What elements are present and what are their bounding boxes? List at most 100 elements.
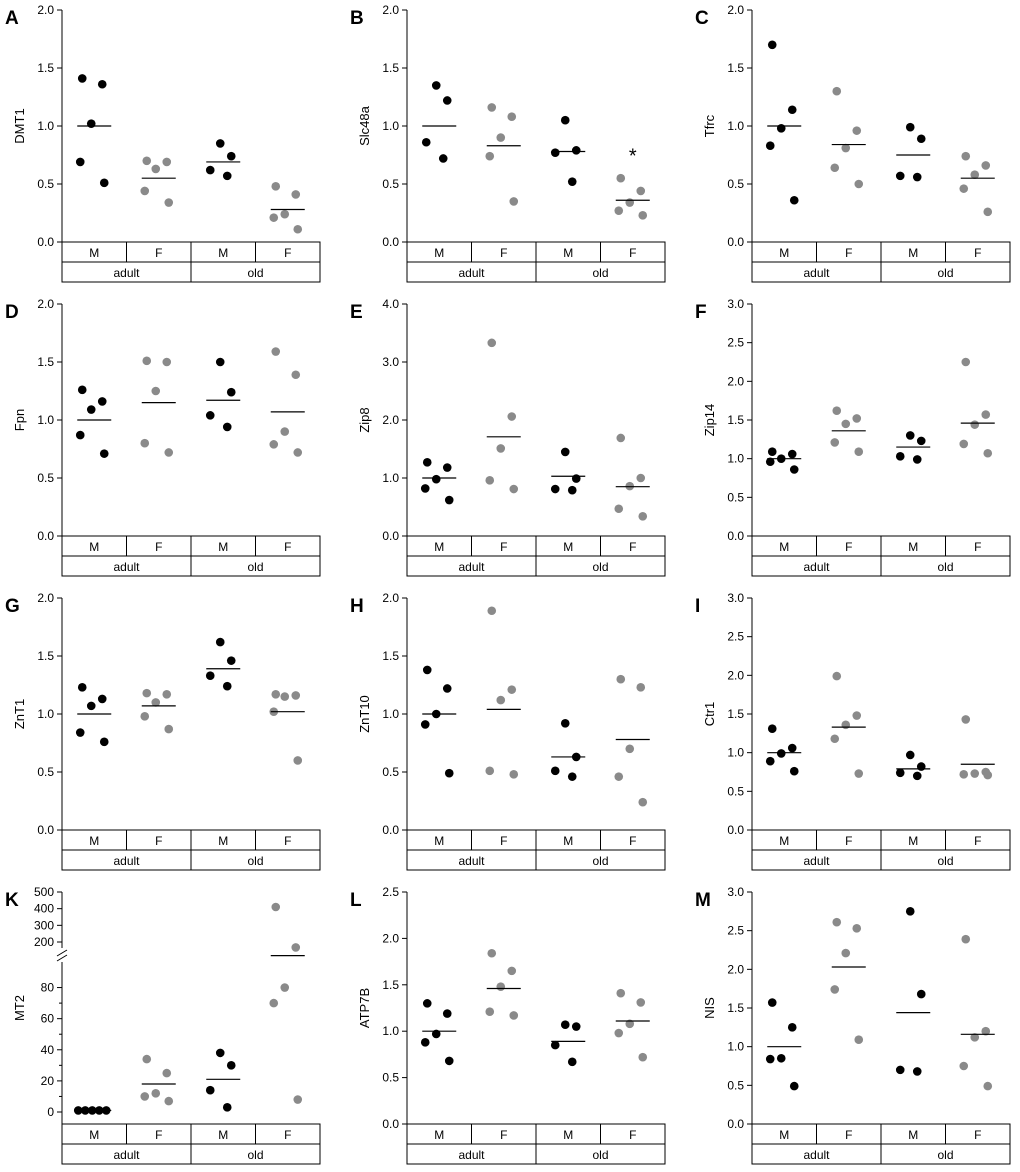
sex-label-m: M — [434, 540, 444, 554]
sex-label-f: F — [500, 540, 507, 554]
data-point — [421, 137, 431, 147]
sex-label-f: F — [155, 246, 162, 260]
data-point — [841, 419, 851, 429]
sex-label-f: F — [629, 834, 636, 848]
y-tick-label: 0.5 — [727, 784, 744, 798]
data-point — [767, 724, 777, 733]
data-point — [636, 186, 646, 196]
data-point — [205, 165, 215, 175]
y-axis-label: Zip8 — [357, 407, 372, 432]
y-tick-label: 1.0 — [727, 119, 744, 133]
age-label-old: old — [937, 266, 953, 280]
data-point — [485, 151, 495, 161]
data-point — [280, 427, 290, 436]
sex-label-f: F — [845, 1128, 852, 1142]
data-point — [164, 198, 174, 207]
data-point — [215, 1048, 225, 1058]
y-tick-label: 0.5 — [727, 1078, 744, 1092]
data-point — [614, 772, 624, 781]
y-axis-label: Ctr1 — [702, 702, 717, 727]
y-tick-label: 4.0 — [382, 297, 399, 311]
panel-letter: L — [350, 890, 362, 911]
data-point — [550, 766, 560, 776]
age-label-adult: adult — [803, 266, 830, 280]
data-point — [222, 681, 232, 691]
data-point — [222, 422, 232, 432]
data-point — [442, 96, 452, 105]
data-point — [164, 448, 174, 457]
data-point — [789, 766, 799, 776]
panel-letter: E — [350, 302, 363, 323]
data-point — [151, 1089, 161, 1098]
y-tick-label: 2.5 — [727, 924, 744, 938]
data-point — [487, 948, 497, 958]
y-tick-label: 2.0 — [37, 591, 54, 605]
data-point — [215, 637, 225, 647]
data-point — [442, 463, 452, 472]
sex-label-f: F — [284, 1128, 291, 1142]
age-label-adult: adult — [803, 1148, 830, 1162]
data-point — [767, 447, 777, 457]
data-point — [164, 724, 174, 734]
data-point — [970, 420, 980, 429]
data-point — [142, 1054, 152, 1064]
data-point — [269, 440, 279, 449]
panel-letter: K — [5, 890, 19, 911]
data-point — [142, 688, 152, 698]
y-tick-label: 1.5 — [727, 1001, 744, 1015]
data-point — [271, 347, 281, 356]
data-point — [830, 163, 840, 173]
data-point — [151, 698, 161, 707]
data-point — [765, 1054, 775, 1064]
y-tick-label: 400 — [34, 902, 54, 916]
sex-label-m: M — [434, 1128, 444, 1142]
data-point — [162, 1068, 172, 1078]
sex-label-f: F — [974, 246, 981, 260]
data-point — [280, 209, 290, 219]
age-label-old: old — [592, 560, 608, 574]
y-tick-label: 1.0 — [382, 119, 399, 133]
y-axis-label: DMT1 — [12, 108, 27, 143]
data-point — [832, 671, 842, 681]
sex-label-m: M — [563, 246, 573, 260]
data-point — [205, 411, 215, 420]
panel-letter: I — [695, 596, 700, 617]
data-point — [912, 455, 922, 464]
y-tick-label: 0.5 — [37, 765, 54, 779]
age-label-old: old — [592, 266, 608, 280]
y-tick-label: 200 — [34, 935, 54, 949]
sex-label-m: M — [779, 540, 789, 554]
data-point — [86, 701, 96, 711]
age-label-adult: adult — [458, 560, 485, 574]
data-point — [75, 430, 85, 440]
data-point — [983, 448, 993, 458]
data-point — [616, 988, 626, 998]
data-point — [496, 444, 506, 453]
data-point — [961, 934, 971, 944]
data-point — [970, 170, 980, 180]
y-tick-label: 0.5 — [382, 1071, 399, 1085]
data-point — [215, 139, 225, 148]
y-tick-label: 0.0 — [727, 823, 744, 837]
data-point — [496, 695, 506, 705]
y-tick-label: 0.0 — [727, 529, 744, 543]
data-point — [567, 177, 577, 186]
data-point — [431, 81, 441, 90]
sex-label-m: M — [218, 246, 228, 260]
data-point — [895, 171, 905, 181]
data-point — [291, 943, 301, 952]
data-point — [959, 184, 969, 193]
data-point — [854, 1035, 864, 1045]
data-point — [614, 206, 624, 215]
y-tick-label: 0 — [47, 1105, 54, 1119]
data-point — [638, 1052, 648, 1062]
sex-label-m: M — [218, 834, 228, 848]
sex-label-m: M — [563, 540, 573, 554]
data-point — [767, 998, 777, 1007]
y-tick-label: 0.0 — [37, 235, 54, 249]
sex-label-m: M — [89, 834, 99, 848]
y-axis-label: NIS — [702, 997, 717, 1019]
data-point — [269, 998, 279, 1008]
